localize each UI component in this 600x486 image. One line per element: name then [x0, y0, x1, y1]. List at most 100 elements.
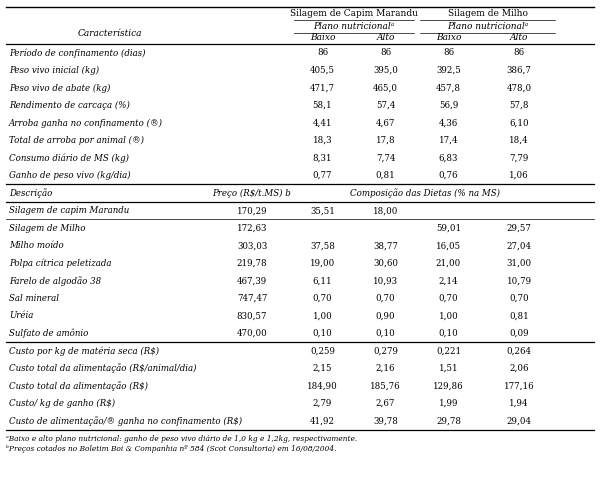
Text: Silagem de Capim Marandu: Silagem de Capim Marandu [290, 9, 418, 18]
Text: 18,3: 18,3 [313, 136, 332, 145]
Text: 0,264: 0,264 [506, 347, 532, 355]
Text: 0,10: 0,10 [439, 329, 458, 338]
Text: 59,01: 59,01 [436, 224, 461, 233]
Text: 4,41: 4,41 [313, 119, 332, 127]
Text: 41,92: 41,92 [310, 417, 335, 426]
Text: 7,79: 7,79 [509, 154, 529, 163]
Text: 0,70: 0,70 [439, 294, 458, 303]
Text: 21,00: 21,00 [436, 259, 461, 268]
Text: 2,15: 2,15 [313, 364, 332, 373]
Text: 392,5: 392,5 [436, 66, 461, 75]
Text: Silagem de capim Marandu: Silagem de capim Marandu [9, 206, 129, 215]
Text: Consumo diário de MS (kg): Consumo diário de MS (kg) [9, 154, 129, 163]
Text: Custo de alimentação/® ganha no confinamento (R$): Custo de alimentação/® ganha no confinam… [9, 416, 242, 426]
Text: Rendimento de carcaça (%): Rendimento de carcaça (%) [9, 101, 130, 110]
Text: 39,78: 39,78 [373, 417, 398, 426]
Text: 184,90: 184,90 [307, 382, 338, 391]
Text: 172,63: 172,63 [237, 224, 267, 233]
Text: Plano nutricionalᵃ: Plano nutricionalᵃ [313, 22, 395, 31]
Text: 747,47: 747,47 [237, 294, 267, 303]
Text: 1,51: 1,51 [439, 364, 458, 373]
Text: 177,16: 177,16 [503, 382, 535, 391]
Text: 0,279: 0,279 [373, 347, 398, 355]
Text: Período de confinamento (dias): Período de confinamento (dias) [9, 48, 146, 58]
Text: 18,4: 18,4 [509, 136, 529, 145]
Text: 10,79: 10,79 [506, 277, 532, 285]
Text: 31,00: 31,00 [506, 259, 532, 268]
Text: Ganho de peso vivo (kg/dia): Ganho de peso vivo (kg/dia) [9, 171, 131, 180]
Text: 0,259: 0,259 [310, 347, 335, 355]
Text: 0,70: 0,70 [509, 294, 529, 303]
Text: 37,58: 37,58 [310, 241, 335, 250]
Text: 4,67: 4,67 [376, 119, 395, 127]
Text: 57,4: 57,4 [376, 101, 395, 110]
Text: 0,70: 0,70 [376, 294, 395, 303]
Text: 129,86: 129,86 [433, 382, 464, 391]
Text: Característica: Característica [77, 29, 142, 38]
Text: 0,10: 0,10 [376, 329, 395, 338]
Text: 0,81: 0,81 [509, 312, 529, 320]
Text: 1,06: 1,06 [509, 171, 529, 180]
Text: 86: 86 [317, 49, 328, 57]
Text: Custo total da alimentação (R$): Custo total da alimentação (R$) [9, 381, 148, 391]
Text: 303,03: 303,03 [237, 241, 267, 250]
Text: 57,8: 57,8 [509, 101, 529, 110]
Text: 29,78: 29,78 [436, 417, 461, 426]
Text: 7,74: 7,74 [376, 154, 395, 163]
Text: 405,5: 405,5 [310, 66, 335, 75]
Text: 467,39: 467,39 [237, 277, 267, 285]
Text: 219,78: 219,78 [236, 259, 268, 268]
Text: 1,94: 1,94 [509, 399, 529, 408]
Text: Milho moído: Milho moído [9, 241, 64, 250]
Text: 830,57: 830,57 [237, 312, 267, 320]
Text: Baixo: Baixo [310, 34, 335, 42]
Text: Plano nutricionalᵃ: Plano nutricionalᵃ [447, 22, 528, 31]
Text: 0,221: 0,221 [436, 347, 461, 355]
Text: 471,7: 471,7 [310, 84, 335, 92]
Text: Total de arroba por animal (®): Total de arroba por animal (®) [9, 136, 144, 145]
Text: 86: 86 [380, 49, 391, 57]
Text: 0,70: 0,70 [313, 294, 332, 303]
Text: 35,51: 35,51 [310, 206, 335, 215]
Text: Silagem de Milho: Silagem de Milho [448, 9, 527, 18]
Text: 0,09: 0,09 [509, 329, 529, 338]
Text: 170,29: 170,29 [236, 206, 268, 215]
Text: 38,77: 38,77 [373, 241, 398, 250]
Text: Sulfato de amônio: Sulfato de amônio [9, 329, 88, 338]
Text: Farelo de algodão 38: Farelo de algodão 38 [9, 276, 101, 286]
Text: Composição das Dietas (% na MS): Composição das Dietas (% na MS) [349, 188, 499, 198]
Text: 478,0: 478,0 [506, 84, 532, 92]
Text: 29,57: 29,57 [506, 224, 532, 233]
Text: Descrição: Descrição [9, 188, 52, 198]
Text: Polpa cítrica peletizada: Polpa cítrica peletizada [9, 259, 112, 268]
Text: 17,8: 17,8 [376, 136, 395, 145]
Text: 18,00: 18,00 [373, 206, 398, 215]
Text: 0,10: 0,10 [313, 329, 332, 338]
Text: 0,76: 0,76 [439, 171, 458, 180]
Text: 2,06: 2,06 [509, 364, 529, 373]
Text: 2,79: 2,79 [313, 399, 332, 408]
Text: 27,04: 27,04 [506, 241, 532, 250]
Text: 395,0: 395,0 [373, 66, 398, 75]
Text: Silagem de Milho: Silagem de Milho [9, 224, 86, 233]
Text: 86: 86 [514, 49, 524, 57]
Text: 16,05: 16,05 [436, 241, 461, 250]
Text: 56,9: 56,9 [439, 101, 458, 110]
Text: Custo por kg de matéria seca (R$): Custo por kg de matéria seca (R$) [9, 346, 159, 356]
Text: Alto: Alto [510, 34, 528, 42]
Text: Arroba ganha no confinamento (®): Arroba ganha no confinamento (®) [9, 119, 163, 128]
Text: Uréia: Uréia [9, 312, 34, 320]
Text: Custo total da alimentação (R$/animal/dia): Custo total da alimentação (R$/animal/di… [9, 364, 197, 373]
Text: Peso vivo inicial (kg): Peso vivo inicial (kg) [9, 66, 99, 75]
Text: 2,16: 2,16 [376, 364, 395, 373]
Text: 2,67: 2,67 [376, 399, 395, 408]
Text: 19,00: 19,00 [310, 259, 335, 268]
Text: 465,0: 465,0 [373, 84, 398, 92]
Text: 457,8: 457,8 [436, 84, 461, 92]
Text: Preço (R$/t.MS) b: Preço (R$/t.MS) b [212, 189, 292, 198]
Text: Sal mineral: Sal mineral [9, 294, 59, 303]
Text: 6,10: 6,10 [509, 119, 529, 127]
Text: Peso vivo de abate (kg): Peso vivo de abate (kg) [9, 84, 110, 92]
Text: ᵇPreços cotados no Boletim Boi & Companhia nº 584 (Scot Consultoria) em 16/08/20: ᵇPreços cotados no Boletim Boi & Companh… [6, 445, 337, 453]
Text: 386,7: 386,7 [506, 66, 532, 75]
